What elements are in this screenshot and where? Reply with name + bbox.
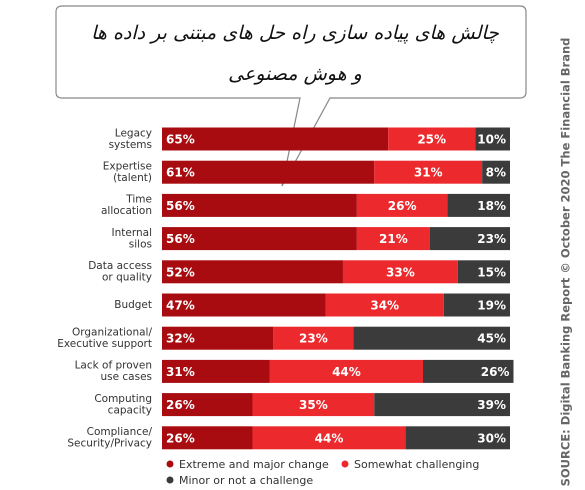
bar-segment	[162, 227, 357, 251]
value-label: 26%	[166, 398, 195, 412]
value-label: 56%	[166, 199, 195, 213]
legend-label: Somewhat challenging	[354, 458, 479, 471]
value-label: 56%	[166, 232, 195, 246]
chart-title: و هوش مصنوعی	[228, 63, 362, 85]
bar-segment	[457, 260, 510, 284]
value-label: 45%	[477, 332, 506, 346]
value-label: 21%	[379, 232, 408, 246]
category-label: allocation	[101, 205, 152, 217]
bar-segment	[252, 426, 406, 450]
category-label: systems	[109, 139, 152, 151]
bar-segment	[273, 326, 354, 350]
category-label: Executive support	[57, 338, 152, 350]
value-label: 26%	[481, 365, 510, 379]
category-label: Expertise	[103, 160, 152, 172]
category-label: use cases	[100, 371, 152, 383]
bar-segment	[356, 227, 430, 251]
legend-marker	[166, 476, 174, 484]
value-label: 44%	[315, 431, 344, 445]
bar-segment	[162, 326, 274, 350]
bar-segment	[429, 227, 510, 251]
value-label: 19%	[477, 299, 506, 313]
bar-segment	[162, 160, 375, 184]
value-label: 26%	[388, 199, 417, 213]
value-label: 47%	[166, 299, 195, 313]
category-label: silos	[129, 238, 152, 250]
legend-marker	[166, 460, 174, 468]
value-label: 31%	[414, 166, 443, 180]
bar-segment	[405, 426, 510, 450]
category-label: capacity	[108, 404, 152, 416]
value-label: 31%	[166, 365, 195, 379]
bar-segment	[447, 193, 510, 217]
value-label: 30%	[477, 431, 506, 445]
legend-label: Extreme and major change	[179, 458, 329, 471]
bar-segment	[162, 359, 270, 383]
chart-title: چالش های پیاده سازی راه حل های مبتنی بر …	[91, 22, 499, 44]
bar-segment	[252, 393, 375, 417]
value-label: 65%	[166, 133, 195, 147]
value-label: 52%	[166, 265, 195, 279]
bar-segment	[374, 393, 510, 417]
value-label: 15%	[477, 265, 506, 279]
value-label: 44%	[332, 365, 361, 379]
value-label: 35%	[299, 398, 328, 412]
legend-marker	[341, 460, 349, 468]
category-label: Security/Privacy	[67, 438, 152, 450]
value-label: 61%	[166, 166, 195, 180]
bar-segment	[475, 127, 510, 151]
category-label: Computing	[94, 393, 152, 405]
category-label: Data access	[88, 260, 152, 272]
bar-segment	[353, 326, 510, 350]
bar-segment	[374, 160, 483, 184]
category-label: Time	[125, 194, 152, 206]
category-label: Compliance/	[87, 426, 153, 438]
category-label: Internal	[112, 227, 152, 239]
category-label: Budget	[114, 299, 152, 311]
bar-segment	[325, 293, 444, 317]
value-label: 18%	[477, 199, 506, 213]
value-label: 23%	[299, 332, 328, 346]
bar-segment	[443, 293, 510, 317]
value-label: 10%	[477, 133, 506, 147]
bar-segment	[356, 193, 448, 217]
value-label: 34%	[370, 299, 399, 313]
value-label: 23%	[477, 232, 506, 246]
bar-segment	[162, 127, 389, 151]
bar-segment	[342, 260, 458, 284]
bar-segment	[162, 193, 357, 217]
category-label: Legacy	[115, 127, 152, 139]
bar-segment	[269, 359, 423, 383]
bar-segment	[423, 359, 514, 383]
value-label: 26%	[166, 431, 195, 445]
value-label: 25%	[417, 133, 446, 147]
value-label: 8%	[486, 166, 506, 180]
value-label: 39%	[477, 398, 506, 412]
bar-segment	[162, 293, 326, 317]
bar-segment	[162, 393, 253, 417]
value-label: 33%	[386, 265, 415, 279]
bar-segment	[482, 160, 510, 184]
legend-label: Minor or not a challenge	[179, 474, 313, 487]
category-label: (talent)	[113, 172, 152, 184]
bar-segment	[388, 127, 476, 151]
bar-segment	[162, 260, 343, 284]
category-label: or quality	[102, 272, 152, 284]
value-label: 32%	[166, 332, 195, 346]
category-label: Organizational/	[72, 326, 152, 338]
source: SOURCE: Digital Banking Report © October…	[559, 38, 573, 487]
bar-segment	[162, 426, 253, 450]
category-label: Lack of proven	[75, 360, 152, 372]
